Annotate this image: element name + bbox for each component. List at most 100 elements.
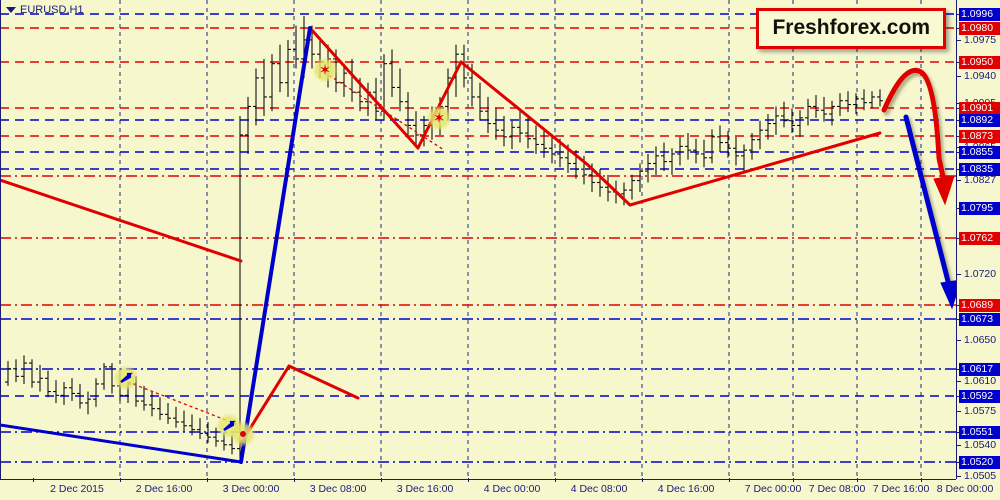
ohlc-bar — [829, 100, 835, 126]
time-tick — [33, 478, 34, 482]
ohlc-bar — [237, 115, 243, 459]
price-label-1.0673[interactable]: 1.0673 — [959, 313, 1000, 326]
blue-down-left — [0, 423, 243, 464]
price-axis[interactable]: 1.09961.09801.09751.09501.09401.09051.09… — [957, 0, 1000, 482]
plot-left-border — [0, 0, 1, 479]
ohlc-bar — [621, 182, 627, 206]
price-label-1.0892[interactable]: 1.0892 — [959, 114, 1000, 127]
ohlc-bar — [797, 110, 803, 137]
ohlc-bar — [13, 359, 19, 383]
ohlc-bar — [541, 129, 547, 158]
time-tick — [642, 478, 643, 482]
ohlc-bar — [493, 108, 499, 140]
price-label-1.0835[interactable]: 1.0835 — [959, 163, 1000, 176]
price-label-1.0551[interactable]: 1.0551 — [959, 426, 1000, 439]
time-tick — [120, 478, 121, 482]
ohlc-bar — [5, 361, 11, 386]
time-tick — [294, 478, 295, 482]
time-label-9: 7 Dec 08:00 — [808, 483, 866, 495]
time-label-0: 2 Dec 2015 — [50, 483, 104, 495]
red-arc-forecast — [881, 67, 948, 189]
price-label-1.0762[interactable]: 1.0762 — [959, 232, 1000, 245]
price-label-1.0950[interactable]: 1.0950 — [959, 56, 1000, 69]
chart-plot-area[interactable]: ✶ ✶ — [0, 0, 956, 479]
ohlc-bar — [773, 106, 779, 135]
freshforex-logo: Freshforex.com — [756, 8, 946, 49]
ohlc-bar — [69, 378, 75, 402]
time-tick — [729, 478, 730, 482]
ohlc-bar — [853, 93, 859, 115]
ohlc-bar — [637, 163, 643, 192]
price-label-1.0901[interactable]: 1.0901 — [959, 102, 1000, 115]
price-tick — [957, 476, 961, 477]
ohlc-bar — [77, 383, 83, 409]
ohlc-bar — [781, 101, 787, 128]
ohlc-bar — [501, 115, 507, 147]
ohlc-bar — [733, 136, 739, 166]
price-axis-line — [956, 0, 957, 479]
symbol-selector[interactable]: EURUSD,H1 — [6, 4, 84, 16]
price-tick — [957, 381, 961, 382]
time-label-6: 4 Dec 08:00 — [570, 483, 628, 495]
ohlc-bar — [549, 134, 555, 164]
ohlc-bar — [213, 427, 219, 447]
ohlc-bar — [517, 111, 523, 143]
chevron-down-icon[interactable] — [6, 7, 16, 13]
price-label-1.0610: 1.0610 — [964, 375, 997, 387]
ohlc-bar — [253, 68, 259, 126]
ohlc-bar — [821, 96, 827, 122]
ohlc-bar — [813, 95, 819, 118]
horizontal-level-lines — [0, 13, 956, 463]
time-tick — [468, 478, 469, 482]
price-label-1.0592[interactable]: 1.0592 — [959, 390, 1000, 403]
ohlc-bar — [149, 391, 155, 417]
price-label-1.0689[interactable]: 1.0689 — [959, 299, 1000, 312]
ohlc-bar — [653, 146, 659, 175]
price-label-1.0996[interactable]: 1.0996 — [959, 8, 1000, 21]
time-label-2: 3 Dec 00:00 — [222, 483, 280, 495]
highlight-halo — [426, 105, 452, 131]
ohlc-bar — [405, 92, 411, 135]
ohlc-bar — [669, 148, 675, 175]
ohlc-bar — [861, 89, 867, 111]
ohlc-bar — [533, 125, 539, 154]
price-label-1.0650: 1.0650 — [964, 334, 997, 346]
price-label-1.0575: 1.0575 — [964, 405, 997, 417]
ohlc-bar — [205, 421, 211, 443]
ohlc-bar — [245, 96, 251, 154]
ohlc-bar — [869, 91, 875, 109]
red-up-mid — [416, 60, 463, 150]
ohlc-bar — [173, 406, 179, 428]
price-label-1.0873[interactable]: 1.0873 — [959, 130, 1000, 143]
price-label-1.0617[interactable]: 1.0617 — [959, 363, 1000, 376]
ohlc-bar — [269, 54, 275, 112]
price-label-1.0720: 1.0720 — [964, 268, 997, 280]
buy-signal-1-icon — [120, 372, 133, 383]
ohlc-bar — [29, 359, 35, 388]
price-label-1.0980[interactable]: 1.0980 — [959, 22, 1000, 35]
blue-up-main — [239, 26, 312, 464]
price-label-1.0855[interactable]: 1.0855 — [959, 146, 1000, 159]
ohlc-bar — [277, 44, 283, 93]
price-label-1.0940: 1.0940 — [964, 70, 997, 82]
red-dotted-channel-2 — [127, 381, 237, 425]
price-tick — [957, 180, 961, 181]
price-label-1.0520[interactable]: 1.0520 — [959, 456, 1000, 469]
ohlc-bar — [693, 138, 699, 164]
time-label-3: 3 Dec 08:00 — [309, 483, 367, 495]
highlight-halo — [312, 57, 338, 83]
ohlc-bar — [717, 125, 723, 153]
time-label-8: 7 Dec 00:00 — [744, 483, 802, 495]
forecast-arrows-group — [881, 67, 956, 310]
blue-diagonal-forecast-head — [940, 280, 956, 310]
ohlc-bar — [397, 68, 403, 112]
price-label-1.0540: 1.0540 — [964, 439, 997, 451]
red-down-2 — [586, 163, 632, 207]
time-tick — [555, 478, 556, 482]
ohlc-bar — [85, 391, 91, 415]
ohlc-bar — [629, 174, 635, 200]
ohlc-bar — [485, 96, 491, 134]
ohlc-bar — [261, 58, 267, 116]
price-label-1.0795[interactable]: 1.0795 — [959, 202, 1000, 215]
